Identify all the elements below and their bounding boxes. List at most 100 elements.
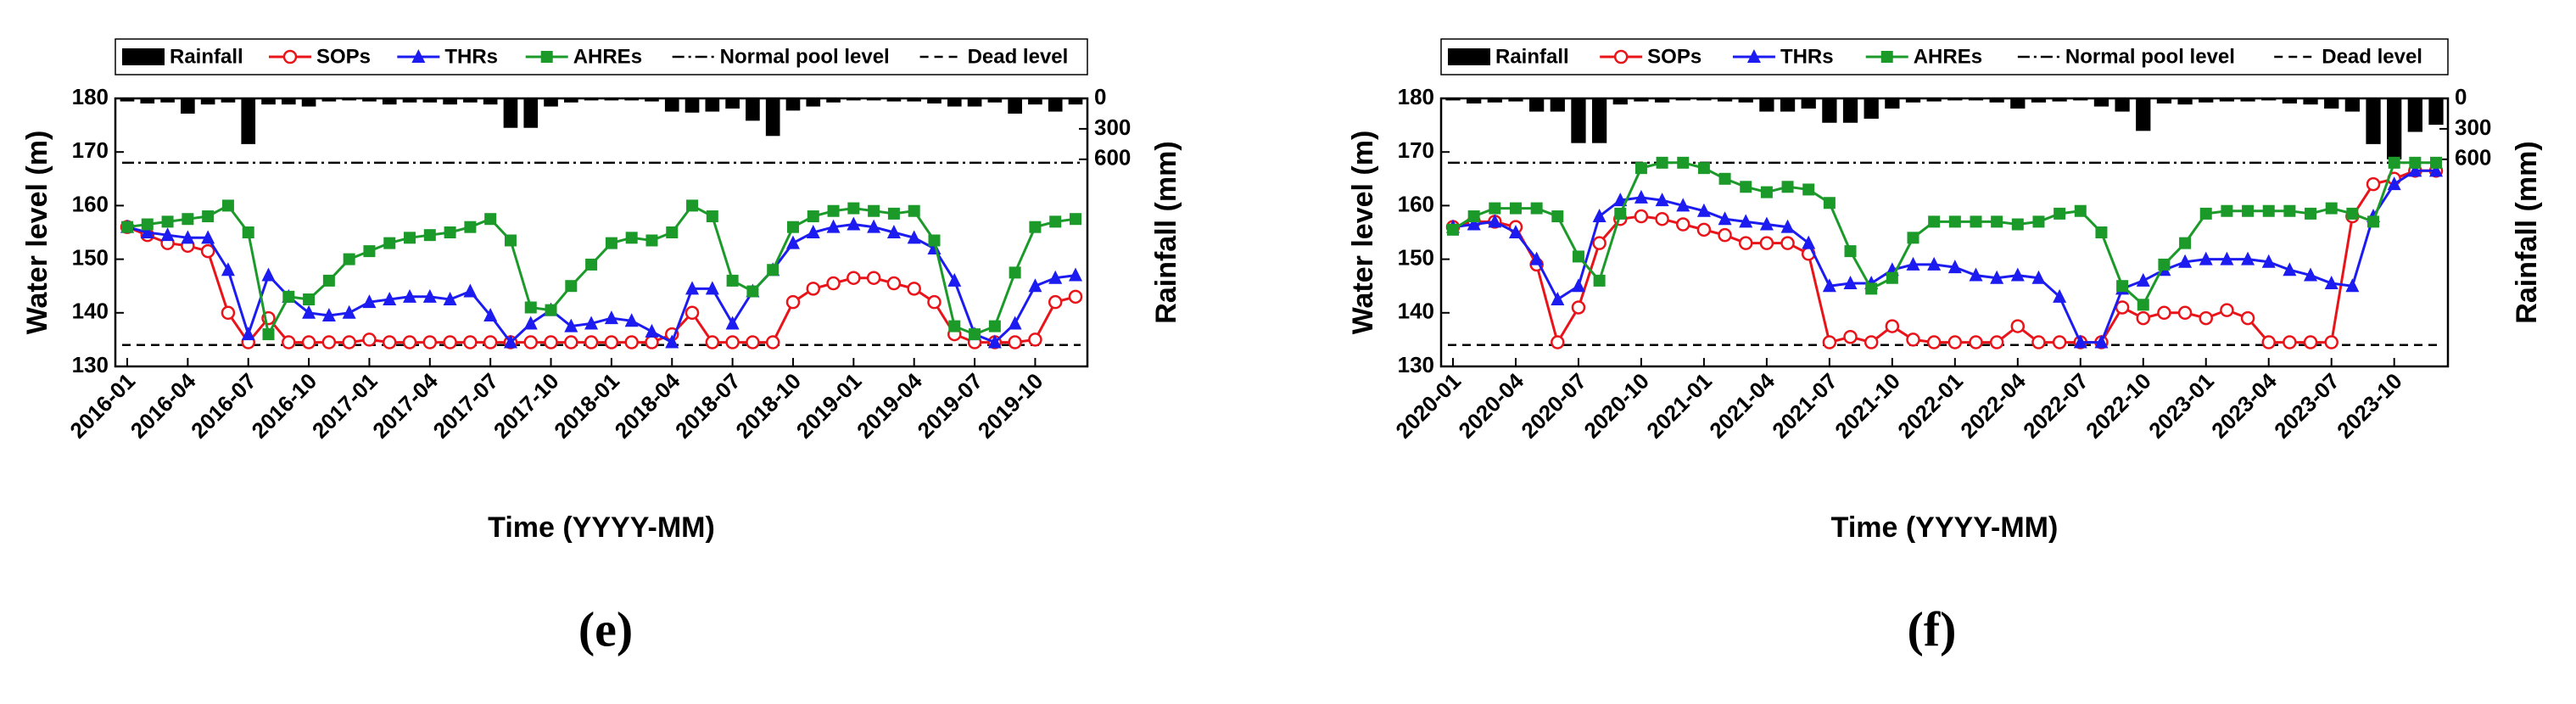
marker — [483, 335, 498, 349]
marker — [2430, 156, 2442, 169]
marker — [1844, 245, 1857, 258]
marker — [2324, 335, 2339, 349]
marker — [2409, 156, 2422, 169]
rain-bar — [1529, 98, 1545, 112]
x-tick-label: 2017-04 — [367, 368, 443, 444]
marker — [868, 204, 880, 217]
marker — [847, 202, 860, 215]
marker — [2388, 156, 2400, 169]
marker — [1746, 49, 1761, 63]
rain-bar — [1696, 98, 1712, 101]
y2-tick-label: 300 — [2455, 115, 2491, 140]
rain-bar — [1612, 98, 1628, 105]
rain-bar — [2344, 98, 2360, 112]
marker — [411, 49, 426, 63]
marker — [2324, 276, 2339, 290]
marker — [827, 204, 840, 217]
x-tick-label: 2019-07 — [912, 368, 987, 444]
marker — [1738, 236, 1753, 250]
marker — [221, 305, 236, 321]
rain-bar — [1028, 98, 1042, 105]
marker — [767, 264, 780, 277]
marker — [625, 232, 638, 244]
marker — [443, 292, 457, 305]
legend-label: Dead level — [968, 45, 1069, 68]
marker — [2429, 163, 2443, 177]
x-axis-label: Time (YYYY-MM) — [488, 511, 715, 544]
marker — [2387, 176, 2401, 191]
marker — [1634, 209, 1649, 224]
series-line — [1452, 169, 2436, 346]
marker — [2346, 207, 2359, 220]
marker — [907, 230, 921, 244]
marker — [540, 51, 553, 63]
marker — [2262, 204, 2275, 217]
marker — [2305, 207, 2317, 220]
rain-bar — [261, 98, 276, 105]
rain-bar — [1717, 98, 1733, 102]
rain-bar — [382, 98, 397, 105]
marker — [1467, 216, 1481, 231]
marker — [443, 335, 457, 349]
rain-bar — [1467, 98, 1482, 103]
marker — [1802, 183, 1815, 196]
rain-bar — [2115, 98, 2130, 112]
rain-bar — [826, 98, 841, 103]
x-tick-label: 2021-10 — [1830, 368, 1905, 444]
rain-bar — [281, 98, 296, 105]
y2-axis-label: Rainfall (mm) — [2511, 141, 2543, 323]
marker — [2241, 251, 2255, 265]
marker — [1885, 319, 1900, 333]
marker — [666, 226, 679, 238]
marker — [403, 288, 417, 303]
marker — [1509, 202, 1522, 215]
marker — [1613, 49, 1629, 64]
y2-axis-label: Rainfall (mm) — [1150, 141, 1182, 323]
marker — [1551, 335, 1565, 349]
marker — [1947, 260, 1962, 274]
marker — [1907, 232, 1919, 244]
y-tick-label: 140 — [1398, 299, 1434, 324]
marker — [282, 290, 295, 303]
marker — [1991, 215, 2003, 228]
marker — [847, 216, 861, 231]
rain-bar — [200, 98, 215, 105]
x-tick-label: 2016-07 — [186, 368, 261, 444]
rain-bar — [1008, 98, 1022, 114]
marker — [1634, 189, 1648, 204]
marker — [2031, 335, 2046, 349]
marker — [1571, 278, 1585, 293]
marker — [2054, 207, 2066, 220]
marker — [1028, 332, 1042, 347]
marker — [1593, 274, 1606, 287]
marker — [866, 271, 881, 285]
marker — [2010, 267, 2025, 282]
rain-bar — [1591, 98, 1607, 143]
marker — [1697, 162, 1710, 175]
legend-label: Normal pool level — [2065, 45, 2235, 68]
marker — [2261, 335, 2276, 349]
marker — [1049, 215, 1062, 228]
rain-bar — [907, 98, 922, 102]
marker — [987, 334, 1002, 349]
marker — [242, 226, 254, 238]
rain-bar — [1822, 98, 1837, 123]
marker — [826, 276, 841, 291]
marker — [645, 323, 659, 338]
marker — [1928, 215, 1941, 228]
marker — [1843, 276, 1858, 290]
rain-bar — [2073, 98, 2088, 101]
marker — [1592, 236, 1607, 250]
rain-bar — [1864, 98, 1879, 119]
marker — [928, 234, 941, 247]
marker — [564, 335, 578, 349]
marker — [221, 262, 235, 277]
rain-bar — [1759, 98, 1774, 112]
marker — [886, 276, 902, 291]
marker — [1572, 250, 1584, 263]
marker — [1759, 236, 1774, 250]
rain-bar — [624, 98, 640, 101]
rain-bar — [1926, 98, 1942, 102]
x-tick-label: 2023-01 — [2143, 368, 2219, 444]
marker — [1740, 181, 1752, 193]
